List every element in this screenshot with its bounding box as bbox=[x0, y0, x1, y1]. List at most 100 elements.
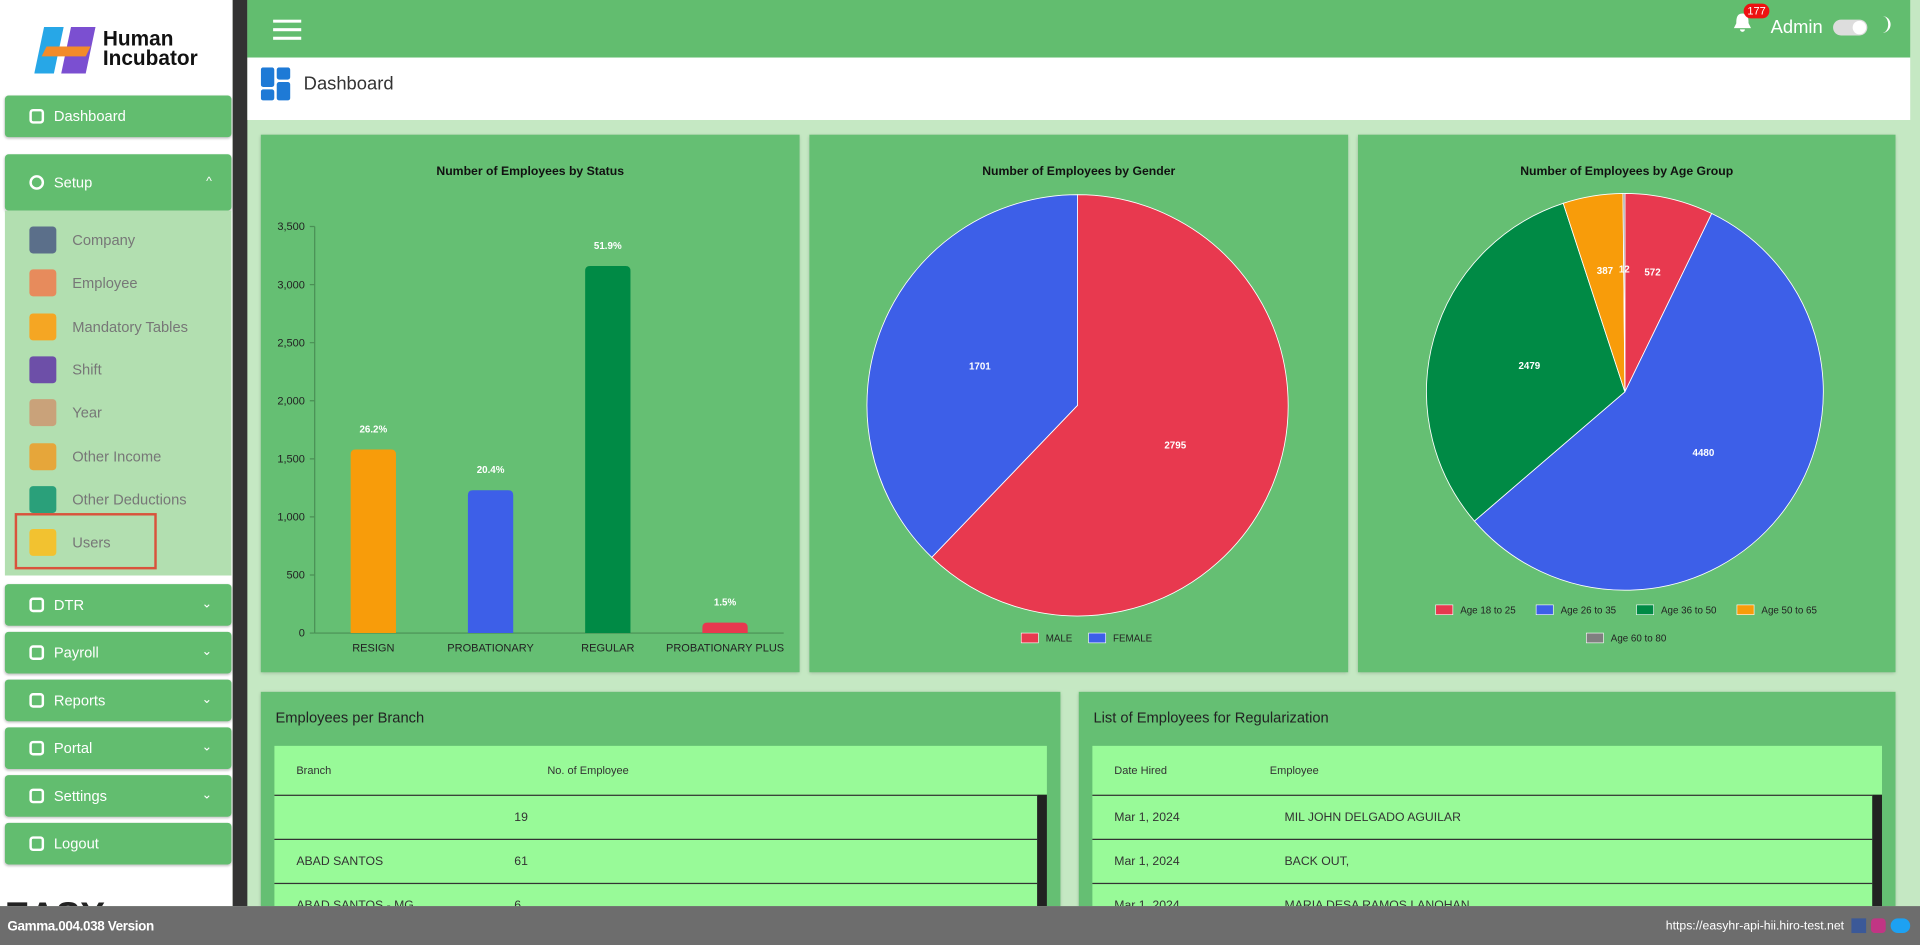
data-label: 51.9% bbox=[594, 241, 622, 252]
menu-item[interactable]: Dashboard bbox=[4, 95, 232, 138]
legend-label: Age 26 to 35 bbox=[1561, 605, 1617, 616]
chart-card: Number of Employees by Age Group 572 4480 2… bbox=[1357, 134, 1896, 673]
column-header: Date Hired bbox=[1114, 764, 1167, 777]
bar bbox=[585, 266, 631, 634]
title-bar: Dashboard bbox=[247, 57, 1911, 121]
table-cell: MARIA DESA RAMOS LANOHAN bbox=[1284, 898, 1470, 907]
twitter-icon[interactable] bbox=[1890, 918, 1911, 934]
chart-title: Number of Employees by Age Group bbox=[1520, 164, 1733, 178]
chevron: ⌄ bbox=[201, 788, 212, 803]
brand-line: Human bbox=[102, 26, 174, 51]
pie-slice bbox=[1426, 202, 1626, 522]
chart-card: Number of Employees by Status 0 500 1,000 1,… bbox=[260, 134, 800, 673]
data-label: 387 bbox=[1597, 266, 1614, 277]
data-label: 1.5% bbox=[714, 597, 737, 608]
table-scrollbar bbox=[1872, 794, 1883, 907]
facebook-icon[interactable] bbox=[1851, 918, 1867, 934]
table-row: 19 bbox=[274, 794, 1038, 839]
data-label: 26.2% bbox=[359, 424, 387, 435]
menu-icon bbox=[29, 836, 45, 852]
notification-badge: 177 bbox=[1743, 3, 1770, 19]
legend-label: FEMALE bbox=[1113, 634, 1153, 645]
table-cell: 6 bbox=[514, 898, 522, 907]
table-row: Mar 1, 2024 MARIA DESA RAMOS LANOHAN bbox=[1092, 882, 1873, 907]
table-row: Mar 1, 2024 MIL JOHN DELGADO AGUILAR bbox=[1092, 794, 1873, 839]
menu-label: Setup bbox=[53, 173, 93, 192]
submenu-item[interactable]: Employee bbox=[72, 274, 138, 292]
column-header: No. of Employee bbox=[547, 764, 629, 777]
bar bbox=[702, 622, 748, 634]
table-cell: ABAD SANTOS bbox=[296, 854, 384, 869]
y-tick-label: 1,000 bbox=[277, 512, 305, 524]
pie-slice bbox=[1622, 193, 1626, 392]
brand-line: Incubator bbox=[102, 46, 198, 70]
menu-item[interactable]: Payroll ⌄ bbox=[4, 631, 232, 674]
table-cell: 61 bbox=[514, 854, 528, 869]
legend-swatch bbox=[1736, 604, 1755, 616]
legend-label: Age 18 to 25 bbox=[1460, 605, 1516, 616]
legend-swatch bbox=[1088, 632, 1107, 644]
menu-item[interactable]: Reports ⌄ bbox=[4, 679, 232, 722]
menu-label: Payroll bbox=[53, 644, 99, 662]
y-tick-label: 3,500 bbox=[277, 221, 305, 233]
legend-swatch bbox=[1020, 632, 1039, 644]
menu-item[interactable]: DTR ⌄ bbox=[4, 584, 232, 626]
menu-label: Settings bbox=[53, 787, 107, 805]
chart-title: Number of Employees by Status bbox=[436, 164, 624, 178]
data-label: 20.4% bbox=[477, 465, 505, 476]
submenu-item[interactable]: Company bbox=[72, 231, 136, 249]
table-title: List of Employees for Regularization bbox=[1093, 708, 1329, 727]
legend-swatch bbox=[1636, 604, 1654, 616]
pie-slice bbox=[866, 194, 1078, 558]
menu-item[interactable]: Setup ^ bbox=[4, 154, 232, 211]
submenu-item[interactable]: Other Deductions bbox=[72, 490, 187, 508]
table-title: Employees per Branch bbox=[275, 708, 425, 727]
bell-icon[interactable] bbox=[1733, 12, 1753, 34]
submenu-item[interactable]: Mandatory Tables bbox=[72, 317, 188, 336]
menu-item[interactable]: Settings ⌄ bbox=[4, 775, 232, 817]
chart: Number of Employees by Gender 2795 1701 MAL… bbox=[866, 164, 1289, 645]
data-label: 12 bbox=[1619, 265, 1630, 276]
x-tick-label: RESIGN bbox=[352, 642, 394, 654]
submenu-item[interactable]: Year bbox=[72, 404, 102, 422]
data-label: 4480 bbox=[1693, 448, 1715, 459]
table: Date Hired Employee Mar 1, 2024 MIL JOHN DE… bbox=[1092, 745, 1883, 907]
instagram-icon[interactable] bbox=[1871, 918, 1886, 934]
legend-swatch bbox=[1435, 604, 1454, 616]
menu-label: Reports bbox=[53, 691, 106, 709]
theme-toggle[interactable] bbox=[1833, 19, 1868, 36]
footer: Gamma.004.038 Version https://easyhr-api… bbox=[0, 906, 1920, 945]
hamburger[interactable] bbox=[273, 19, 302, 42]
dashboard-icon bbox=[260, 67, 291, 101]
url[interactable]: https://easyhr-api-hii.hiro-test.net bbox=[1665, 919, 1845, 934]
y-tick-label: 2,500 bbox=[277, 337, 305, 349]
scroll-content: EASY bbox=[5, 872, 232, 906]
x-tick-label: PROBATIONARY bbox=[447, 642, 534, 654]
submenu-icon bbox=[29, 226, 57, 254]
sidebar: Human Incubator Dashboard Setup^ EASY Co… bbox=[0, 0, 233, 907]
legend-label: Age 60 to 80 bbox=[1611, 634, 1667, 645]
table-cell: Mar 1, 2024 bbox=[1114, 810, 1180, 825]
menu-icon bbox=[29, 645, 45, 661]
pie-slice bbox=[1473, 212, 1824, 591]
table-row: ABAD SANTOS 61 bbox=[274, 838, 1038, 883]
legend-label: MALE bbox=[1046, 634, 1073, 645]
menu-item[interactable]: Portal ⌄ bbox=[4, 727, 232, 769]
submenu-item[interactable]: Users bbox=[72, 533, 111, 552]
scrollbar bbox=[232, 0, 248, 907]
menu-item[interactable]: Logout bbox=[4, 822, 232, 865]
chevron: ⌄ bbox=[201, 693, 212, 707]
y-tick-label: 0 bbox=[299, 628, 305, 640]
table-card: List of Employees for Regularization Date… bbox=[1078, 691, 1896, 907]
menu-icon bbox=[29, 693, 45, 708]
user-name[interactable]: Admin bbox=[1770, 17, 1823, 38]
top-bar: 177 Admin bbox=[247, 0, 1911, 58]
data-label: 2479 bbox=[1518, 361, 1540, 372]
submenu-item[interactable]: Other Income bbox=[72, 447, 162, 465]
submenu-icon bbox=[29, 356, 57, 384]
submenu-item[interactable]: Shift bbox=[72, 361, 102, 379]
highlight-box bbox=[14, 513, 157, 570]
x-tick-label: REGULAR bbox=[581, 642, 634, 654]
bar bbox=[467, 490, 514, 634]
